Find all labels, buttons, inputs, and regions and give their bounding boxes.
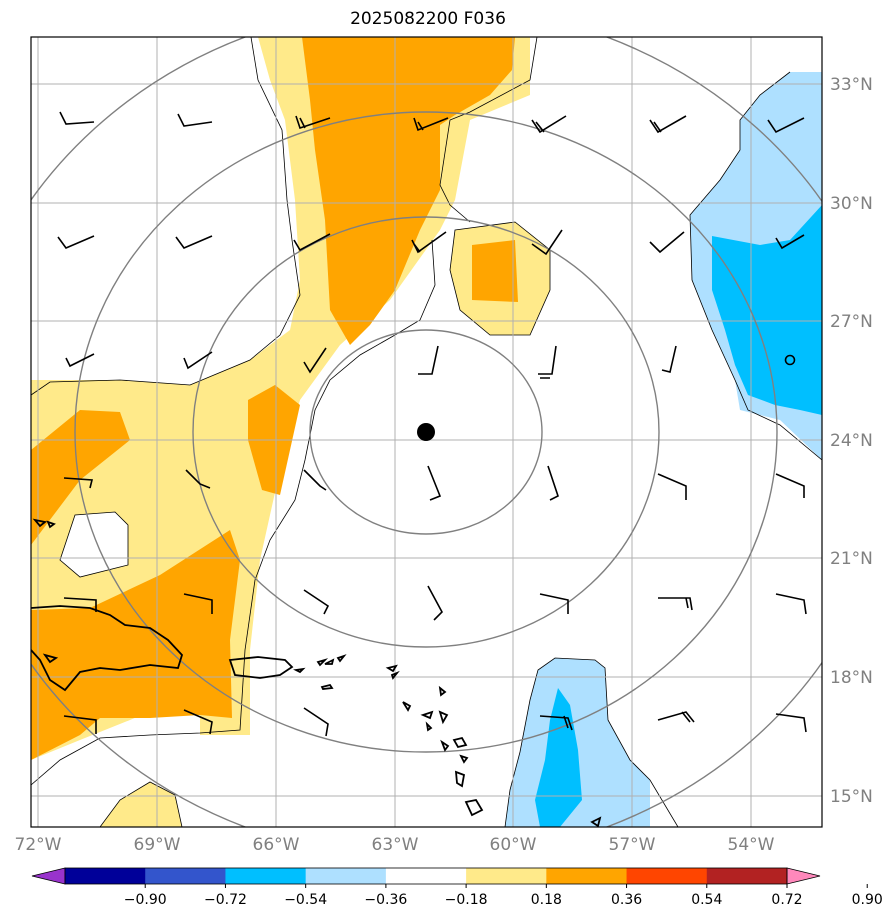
lat-label: 27°N [830, 312, 873, 332]
lon-tick-labels: 72°W 69°W 66°W 63°W 60°W 57°W 54°W [15, 835, 775, 855]
colorbar-segment [546, 868, 628, 884]
lon-label: 60°W [490, 835, 537, 855]
lat-label: 15°N [830, 787, 873, 807]
contour-orange-east [472, 240, 518, 302]
colorbar-label: −0.90 [124, 892, 167, 908]
lat-tick-labels: 33°N 30°N 27°N 24°N 21°N 18°N 15°N [830, 75, 873, 807]
contour-orange-south [31, 530, 240, 760]
map-title: 2025082200 F036 [350, 9, 506, 29]
colorbar-label: 0.90 [852, 892, 883, 908]
colorbar-segment [466, 868, 547, 884]
colorbar-segment [145, 868, 226, 884]
lat-label: 30°N [830, 194, 873, 214]
contour-orange-north [302, 37, 515, 345]
colorbar-label: 0.18 [531, 892, 562, 908]
colorbar-label: −0.54 [284, 892, 327, 908]
colorbar-label: 0.54 [691, 892, 722, 908]
colorbar-frame [64, 867, 788, 885]
colorbar-segment [626, 868, 708, 884]
coastlines [31, 518, 602, 827]
range-ring-1 [309, 329, 543, 535]
coast-puerto-rico [228, 656, 294, 679]
range-ring-3 [74, 111, 778, 753]
calm-wind-circle [784, 354, 796, 366]
storm-center-marker [417, 423, 435, 441]
range-ring-2 [192, 216, 660, 648]
lat-label: 33°N [830, 75, 873, 95]
colorbar-label: 0.36 [611, 892, 642, 908]
colorbar-segment [385, 868, 467, 884]
contour-white-hole [60, 512, 128, 577]
colorbar-segment [65, 868, 146, 884]
lon-label: 69°W [134, 835, 181, 855]
lat-label: 21°N [830, 549, 873, 569]
colorbar-extend-low [31, 867, 66, 885]
wind-barbs [57, 111, 807, 737]
colorbar-segment [225, 868, 307, 884]
coast-hispaniola [31, 605, 184, 692]
colorbar: −0.90 −0.72 −0.54 −0.36 −0.18 0.18 0.36 0.54 0.7… [31, 867, 883, 908]
colorbar-segment [706, 868, 788, 884]
lon-label: 72°W [15, 835, 62, 855]
contour-light-yellow-south [100, 782, 182, 827]
lat-label: 24°N [830, 431, 873, 451]
lon-label: 54°W [728, 835, 775, 855]
lon-label: 57°W [609, 835, 656, 855]
colorbar-extend-high [786, 867, 821, 885]
lon-label: 66°W [253, 835, 300, 855]
range-rings [31, 37, 822, 827]
colorbar-label: 0.72 [771, 892, 802, 908]
plot-frame [30, 36, 823, 828]
lon-label: 63°W [372, 835, 419, 855]
colorbar-label: −0.18 [445, 892, 488, 908]
lat-label: 18°N [830, 668, 873, 688]
colorbar-segment [305, 868, 387, 884]
colorbar-label: −0.72 [204, 892, 247, 908]
colorbar-label: −0.36 [364, 892, 407, 908]
contour-orange-west [31, 410, 130, 545]
